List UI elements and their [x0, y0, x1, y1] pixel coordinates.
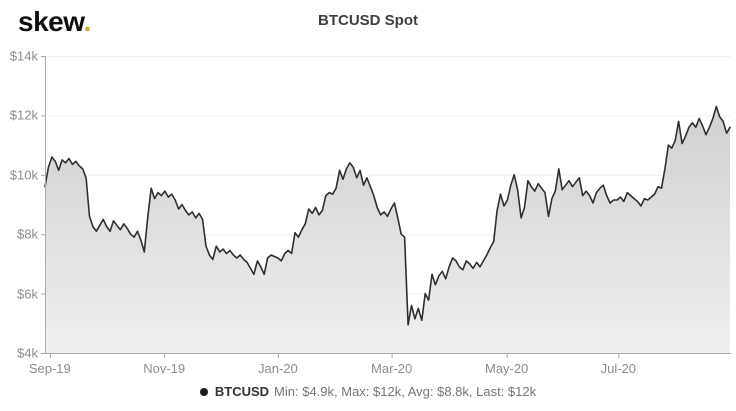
skew-logo: skew. [18, 6, 91, 38]
y-axis-label: $14k [9, 48, 38, 64]
btcusd-price-line [44, 105, 731, 326]
skew-logo-text: skew [18, 6, 84, 37]
y-axis-label: $8k [17, 226, 38, 242]
axes [45, 56, 731, 354]
y-axis-label: $12k [9, 107, 38, 123]
skew-logo-dot: . [83, 6, 91, 37]
y-axis-label: $6k [17, 286, 38, 302]
axis-ticks [41, 56, 620, 358]
y-axis-label: $4k [17, 345, 38, 361]
btcusd-area-fill [45, 106, 730, 353]
chart-title: BTCUSD Spot [318, 12, 418, 29]
x-axis-label: Nov-19 [143, 361, 186, 376]
x-axis-label: Jul-20 [600, 361, 637, 376]
x-axis-label: May-20 [485, 361, 529, 376]
chart-legend: BTCUSD Min: $4.9k, Max: $12k, Avg: $8.8k… [0, 384, 736, 399]
legend-series-name[interactable]: BTCUSD [214, 384, 270, 399]
y-axis-label: $10k [9, 167, 38, 183]
x-axis-label: Mar-20 [371, 361, 413, 376]
legend-stats: Min: $4.9k, Max: $12k, Avg: $8.8k, Last:… [274, 384, 537, 399]
x-axis-label: Jan-20 [258, 361, 298, 376]
legend-marker-icon[interactable] [199, 387, 208, 396]
x-axis-label: Sep-19 [28, 361, 71, 376]
